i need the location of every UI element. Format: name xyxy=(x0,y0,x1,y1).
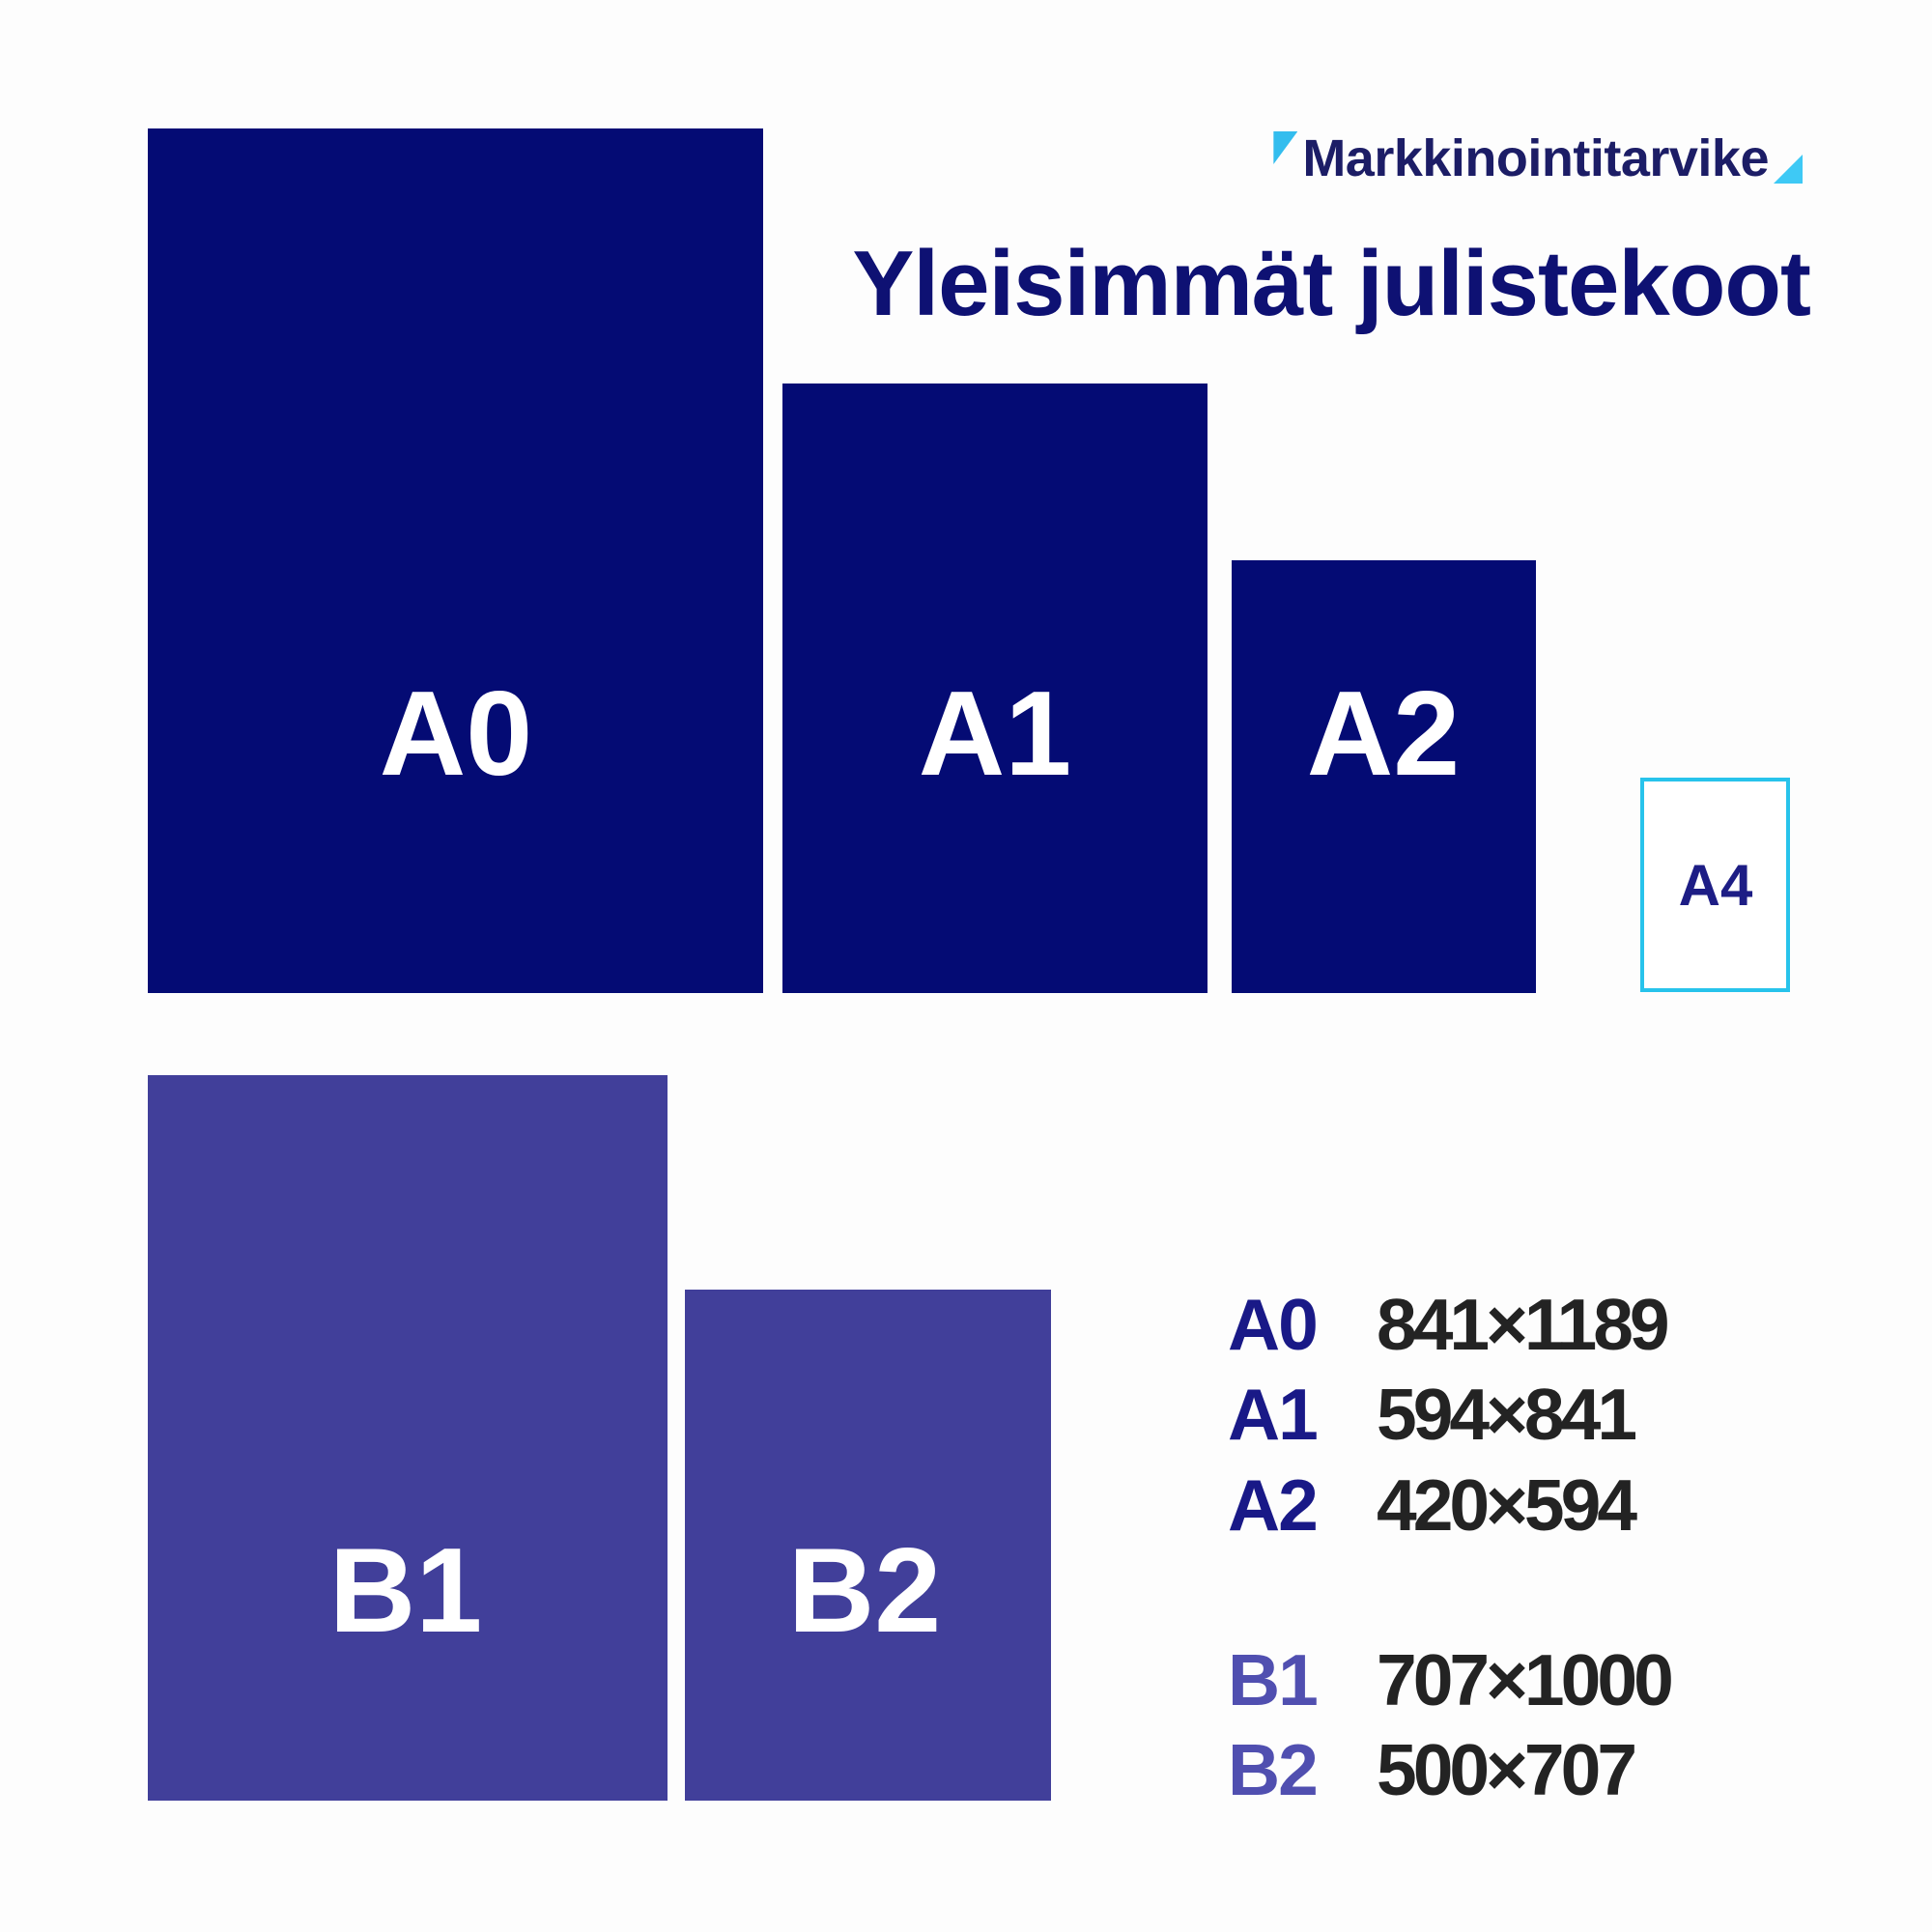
logo-triangle-right-icon xyxy=(1774,155,1803,184)
page-title: Yleisimmät julistekoot xyxy=(852,232,1811,335)
legend-value-a0: 841×1189 xyxy=(1377,1284,1670,1365)
legend-label-a0: A0 xyxy=(1228,1284,1319,1365)
logo-text: Markkinointitarvike xyxy=(1302,129,1769,187)
poster-label-b2: B2 xyxy=(787,1524,942,1658)
poster-rect-a2 xyxy=(1232,560,1536,993)
poster-rect-a1 xyxy=(782,384,1208,993)
legend-label-a1: A1 xyxy=(1228,1374,1319,1455)
legend-value-a2: 420×594 xyxy=(1377,1464,1637,1546)
legend-value-b1: 707×1000 xyxy=(1377,1639,1674,1720)
logo-triangle-left-icon xyxy=(1273,131,1298,164)
legend-label-a2: A2 xyxy=(1228,1464,1319,1546)
poster-label-a2: A2 xyxy=(1306,668,1461,801)
legend-row-a0: A0 841×1189 xyxy=(1228,1284,1670,1365)
legend-row-b1: B1 707×1000 xyxy=(1228,1639,1674,1720)
brand-logo: Markkinointitarvike xyxy=(1273,128,1803,188)
legend-row-b2: B2 500×707 xyxy=(1228,1729,1637,1810)
poster-rect-a0 xyxy=(148,128,763,993)
poster-label-a4: A4 xyxy=(1678,853,1753,918)
poster-label-a0: A0 xyxy=(379,668,533,801)
legend-row-a2: A2 420×594 xyxy=(1228,1464,1637,1546)
poster-label-a1: A1 xyxy=(918,668,1072,801)
legend-value-b2: 500×707 xyxy=(1377,1729,1637,1810)
legend-value-a1: 594×841 xyxy=(1377,1374,1637,1455)
legend-row-a1: A1 594×841 xyxy=(1228,1374,1637,1455)
poster-rect-a4-outline xyxy=(1640,778,1790,992)
poster-rect-b2 xyxy=(685,1290,1051,1801)
legend-label-b2: B2 xyxy=(1228,1729,1319,1810)
legend-label-b1: B1 xyxy=(1228,1639,1319,1720)
poster-rect-b1 xyxy=(148,1075,668,1801)
poster-label-b1: B1 xyxy=(328,1524,483,1658)
